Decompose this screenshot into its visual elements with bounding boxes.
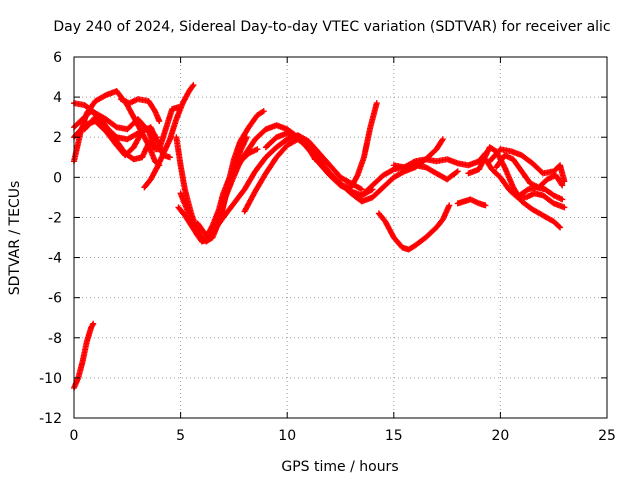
y-axis-label: SDTVAR / TECUs <box>7 181 23 296</box>
y-tick-label: -12 <box>39 411 62 427</box>
y-tick-label: 2 <box>53 130 62 146</box>
data-point <box>482 202 489 209</box>
data-point <box>559 182 566 189</box>
series-sat-t <box>465 144 564 231</box>
data-point <box>140 127 147 134</box>
series-sat-w <box>493 152 566 191</box>
data-point <box>373 100 380 107</box>
data-point <box>141 126 148 133</box>
data-point <box>243 134 250 141</box>
grid <box>74 57 607 418</box>
plot-frame <box>73 56 608 419</box>
data-point <box>439 136 446 143</box>
data-point <box>558 181 565 188</box>
x-tick-label: 25 <box>598 428 616 444</box>
series-sat-s <box>454 196 489 209</box>
data-point <box>156 118 163 125</box>
x-axis-label: GPS time / hours <box>281 459 398 475</box>
data-point <box>453 169 460 176</box>
series-sat-f <box>81 114 148 143</box>
series-sat-e <box>117 96 163 125</box>
data-point <box>559 196 566 203</box>
x-tick-label: 5 <box>176 428 185 444</box>
series-sat-v <box>486 146 568 185</box>
y-tick-label: -6 <box>48 291 62 307</box>
data-point <box>189 83 196 90</box>
series-sat-q <box>375 202 453 253</box>
data-point <box>254 146 261 153</box>
y-tick-label: -8 <box>48 331 62 347</box>
data-point <box>190 82 197 89</box>
series-sat-x <box>508 184 566 203</box>
data-point <box>166 154 173 161</box>
x-tick-label: 0 <box>70 428 79 444</box>
series-sat-g <box>141 82 197 191</box>
series-sat-j <box>177 134 250 245</box>
x-tick-label: 10 <box>278 428 296 444</box>
chart-title: Day 240 of 2024, Sidereal Day-to-day VTE… <box>53 19 610 35</box>
series-sat-u <box>482 156 568 211</box>
series-sat-y <box>71 320 97 391</box>
x-tick-label: 20 <box>491 428 509 444</box>
y-tick-label: -2 <box>48 210 62 226</box>
data-point <box>556 223 563 230</box>
axis-ticks: 0 5 10 15 20 25 -12 -10 -8 -6 -4 -2 0 2 4 6 <box>39 50 616 444</box>
series-sat-k <box>194 132 365 239</box>
data-point <box>112 123 119 130</box>
data-point <box>259 108 266 115</box>
y-tick-label: -10 <box>39 371 62 387</box>
data-point <box>260 108 267 115</box>
y-tick-label: 0 <box>53 170 62 186</box>
data-point <box>557 224 564 231</box>
data-point <box>446 202 453 209</box>
data-point <box>439 137 446 144</box>
data-point <box>358 186 365 193</box>
data-points <box>71 82 568 391</box>
y-tick-label: 4 <box>53 90 62 106</box>
data-point <box>561 204 568 211</box>
y-tick-label: 6 <box>53 50 62 66</box>
data-point <box>90 320 97 327</box>
y-tick-label: -4 <box>48 251 62 267</box>
x-tick-label: 15 <box>385 428 403 444</box>
data-point <box>454 168 461 175</box>
series-sat-r <box>390 150 489 171</box>
